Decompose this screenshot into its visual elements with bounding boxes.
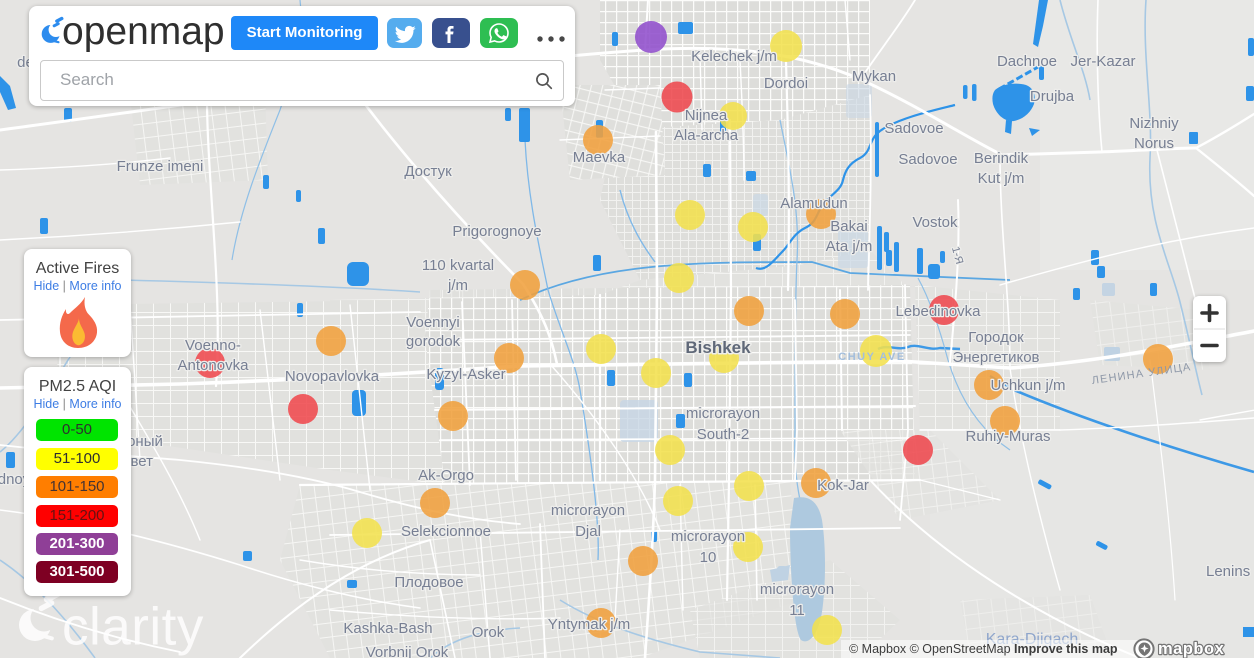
svg-text:CHUY AVE: CHUY AVE	[838, 351, 905, 363]
svg-text:Alamudun: Alamudun	[780, 195, 848, 212]
svg-text:Selekcionnoe: Selekcionnoe	[401, 523, 491, 540]
svg-text:Bakai: Bakai	[830, 218, 868, 235]
svg-text:Mykan: Mykan	[852, 68, 896, 85]
svg-text:Norus: Norus	[1134, 135, 1174, 152]
svg-text:Городок: Городок	[968, 329, 1024, 346]
svg-text:Vostok: Vostok	[912, 214, 958, 231]
svg-text:Ruhiy-Muras: Ruhiy-Muras	[965, 428, 1050, 445]
svg-text:Достук: Достук	[404, 163, 452, 180]
svg-text:Vorbnij Orok: Vorbnij Orok	[366, 644, 449, 658]
svg-text:Uchkun j/m: Uchkun j/m	[990, 377, 1065, 394]
svg-text:Sadovoe: Sadovoe	[884, 120, 943, 137]
svg-text:Kok-Jar: Kok-Jar	[817, 477, 869, 494]
svg-text:microrayon: microrayon	[686, 405, 760, 422]
svg-text:Novopavlovka: Novopavlovka	[285, 368, 380, 385]
svg-text:microrayon: microrayon	[671, 528, 745, 545]
svg-text:Kelechek j/m: Kelechek j/m	[691, 48, 777, 65]
svg-text:Orok: Orok	[472, 624, 505, 641]
svg-text:Bishkek: Bishkek	[685, 338, 751, 357]
svg-text:Ata j/m: Ata j/m	[826, 238, 873, 255]
svg-text:Djal: Djal	[575, 523, 601, 540]
svg-text:Lenins: Lenins	[1206, 563, 1250, 580]
svg-text:microrayon: microrayon	[551, 502, 625, 519]
svg-text:110 kvartal: 110 kvartal	[422, 257, 494, 274]
svg-text:Prigorognoye: Prigorognoye	[452, 223, 541, 240]
svg-text:Энергетиков: Энергетиков	[952, 349, 1039, 366]
svg-text:Ak-Orgo: Ak-Orgo	[418, 467, 474, 484]
svg-text:Antonovka: Antonovka	[178, 357, 250, 374]
svg-text:оный: оный	[127, 433, 163, 450]
svg-text:Drujba: Drujba	[1030, 88, 1075, 105]
svg-text:Lebedinovka: Lebedinovka	[895, 303, 981, 320]
svg-text:Плодовое: Плодовое	[394, 574, 463, 591]
svg-text:10: 10	[700, 549, 717, 566]
svg-text:Dachnoe: Dachnoe	[997, 53, 1057, 70]
svg-text:South-2: South-2	[697, 426, 750, 443]
svg-text:Nizhniy: Nizhniy	[1129, 115, 1179, 132]
svg-text:Dordoi: Dordoi	[764, 75, 808, 92]
svg-text:Yntymak j/m: Yntymak j/m	[548, 616, 631, 633]
svg-text:Kyzyl-Asker: Kyzyl-Asker	[426, 366, 505, 383]
svg-text:Voenno-: Voenno-	[185, 337, 241, 354]
svg-text:Maevka: Maevka	[573, 149, 626, 166]
svg-text:11: 11	[789, 602, 805, 619]
svg-text:Kut j/m: Kut j/m	[978, 170, 1025, 187]
svg-text:Sadovoe: Sadovoe	[898, 151, 957, 168]
svg-text:gorodok: gorodok	[406, 333, 461, 350]
svg-text:Frunze imeni: Frunze imeni	[117, 158, 204, 175]
svg-text:Jer-Kazar: Jer-Kazar	[1070, 53, 1135, 70]
svg-text:Kashka-Bash: Kashka-Bash	[343, 620, 432, 637]
svg-text:j/m: j/m	[447, 277, 468, 294]
svg-text:Ala-archa: Ala-archa	[674, 127, 739, 144]
svg-text:Voennyi: Voennyi	[406, 314, 459, 331]
svg-text:clarity: clarity	[62, 598, 204, 657]
svg-text:Nijnea: Nijnea	[685, 107, 728, 124]
svg-text:Berindik: Berindik	[974, 150, 1029, 167]
svg-text:microrayon: microrayon	[760, 581, 834, 598]
svg-text:mapbox: mapbox	[1158, 640, 1225, 658]
